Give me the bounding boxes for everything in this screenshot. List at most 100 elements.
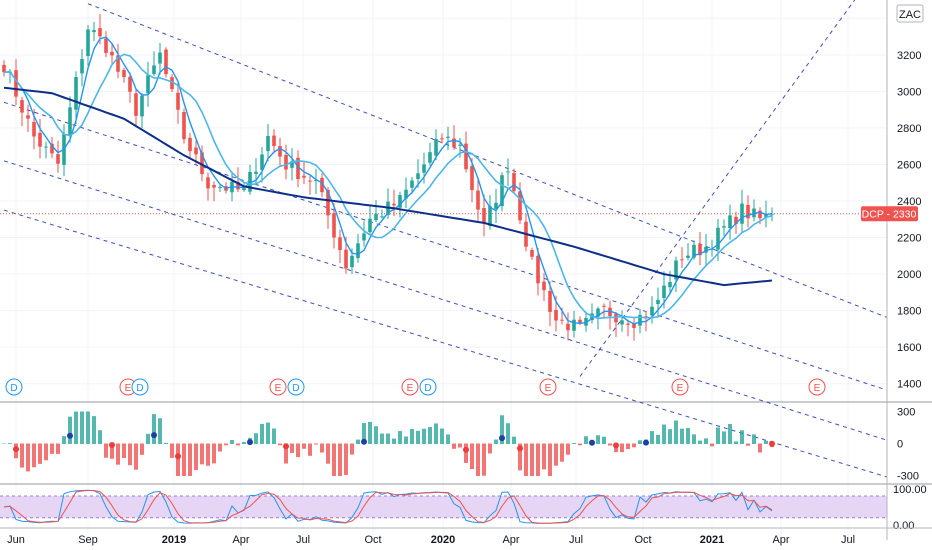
channel-line bbox=[3, 209, 888, 478]
osc-bar bbox=[80, 411, 84, 444]
marker-label: E bbox=[545, 383, 552, 394]
candle-body bbox=[296, 157, 300, 180]
osc-bar bbox=[626, 443, 630, 450]
osc-bar bbox=[620, 443, 624, 453]
stoch-d-line bbox=[3, 490, 773, 524]
trend-channel-lines bbox=[0, 0, 888, 478]
candle-body bbox=[722, 226, 726, 228]
dividend-marker[interactable]: D bbox=[419, 378, 437, 396]
symbol-badge[interactable]: ZAC bbox=[896, 4, 924, 23]
earnings-marker[interactable]: E bbox=[269, 378, 287, 396]
time-tick-label: Apr bbox=[502, 534, 519, 546]
candle-body bbox=[620, 320, 624, 325]
osc-cross-dot bbox=[109, 441, 115, 448]
osc-bar bbox=[32, 443, 36, 468]
osc-bar bbox=[584, 436, 588, 444]
osc-bar bbox=[308, 443, 312, 456]
time-tick-label: Jul bbox=[841, 534, 855, 546]
candle-body bbox=[290, 161, 294, 168]
osc-cross-dot bbox=[13, 446, 19, 453]
candle-body bbox=[572, 319, 576, 331]
dividend-marker[interactable]: D bbox=[5, 378, 23, 396]
earnings-marker[interactable]: E bbox=[808, 378, 826, 396]
osc-bar bbox=[440, 428, 444, 444]
marker-circle bbox=[539, 378, 557, 396]
candle-body bbox=[314, 180, 318, 182]
candle-body bbox=[686, 255, 690, 259]
marker-circle bbox=[131, 378, 149, 396]
marker-circle bbox=[5, 378, 23, 396]
candle-body bbox=[56, 154, 60, 164]
candle-body bbox=[200, 152, 204, 175]
osc-bar bbox=[392, 438, 396, 444]
last-price-label: DCP - 2330 bbox=[862, 208, 917, 220]
osc-bar bbox=[764, 440, 768, 444]
price-axis: 1400160018002000220024002600280030003200… bbox=[886, 0, 927, 540]
osc-bar bbox=[278, 443, 282, 446]
candle-body bbox=[44, 146, 48, 148]
osc-bar bbox=[482, 443, 486, 476]
price-tick-label: 1800 bbox=[897, 306, 921, 318]
osc-bar bbox=[362, 423, 366, 444]
candle-body bbox=[650, 306, 654, 316]
osc-bar bbox=[578, 443, 582, 446]
osc-bar bbox=[680, 428, 684, 444]
moving-averages bbox=[3, 36, 773, 325]
candle-body bbox=[146, 75, 150, 94]
earnings-marker[interactable]: E bbox=[119, 378, 137, 396]
dividend-marker[interactable]: D bbox=[287, 378, 305, 396]
candle-body bbox=[500, 175, 504, 207]
dividend-marker[interactable]: D bbox=[131, 378, 149, 396]
candle-body bbox=[248, 171, 252, 192]
candle-body bbox=[362, 233, 366, 241]
osc-bar bbox=[20, 443, 24, 468]
osc-bar bbox=[290, 443, 294, 453]
osc-bar bbox=[176, 443, 180, 476]
channel-line bbox=[3, 101, 888, 391]
candle-body bbox=[380, 216, 384, 218]
marker-label: D bbox=[424, 383, 431, 394]
osc-bar bbox=[638, 440, 642, 444]
osc-bar bbox=[146, 433, 150, 444]
candle-body bbox=[254, 171, 258, 174]
osc-bar bbox=[266, 422, 270, 444]
osc-bar bbox=[200, 443, 204, 465]
candle-body bbox=[152, 65, 156, 74]
candle-body bbox=[308, 180, 312, 182]
osc-cross-dot bbox=[517, 445, 523, 452]
osc-bar bbox=[716, 427, 720, 444]
candle-body bbox=[560, 319, 564, 321]
candle-body bbox=[392, 203, 396, 206]
candle-body bbox=[38, 132, 42, 147]
candle-body bbox=[770, 213, 774, 215]
osc-bar bbox=[38, 443, 42, 464]
candle-body bbox=[728, 215, 732, 229]
time-tick-label: 2019 bbox=[162, 534, 186, 546]
earnings-marker[interactable]: E bbox=[401, 378, 419, 396]
osc-cross-dot bbox=[283, 443, 289, 450]
osc-bar bbox=[572, 443, 576, 444]
candle-body bbox=[2, 64, 6, 73]
osc-bar bbox=[230, 440, 234, 444]
osc-bar bbox=[608, 443, 612, 446]
candle-body bbox=[698, 244, 702, 256]
osc-bar bbox=[188, 443, 192, 476]
osc-bar bbox=[26, 443, 30, 472]
candle-body bbox=[488, 206, 492, 226]
candle-body bbox=[494, 202, 498, 209]
candle-body bbox=[734, 216, 738, 225]
earnings-marker[interactable]: E bbox=[539, 378, 557, 396]
candle-body bbox=[332, 213, 336, 238]
candle-body bbox=[458, 144, 462, 146]
osc-bar bbox=[194, 443, 198, 470]
osc-bar bbox=[458, 443, 462, 448]
osc-bar bbox=[380, 433, 384, 444]
candle-body bbox=[446, 136, 450, 138]
earnings-marker[interactable]: E bbox=[671, 378, 689, 396]
candle-body bbox=[206, 177, 210, 189]
candle-body bbox=[374, 213, 378, 221]
osc-bar bbox=[404, 436, 408, 444]
osc-bar bbox=[548, 443, 552, 476]
